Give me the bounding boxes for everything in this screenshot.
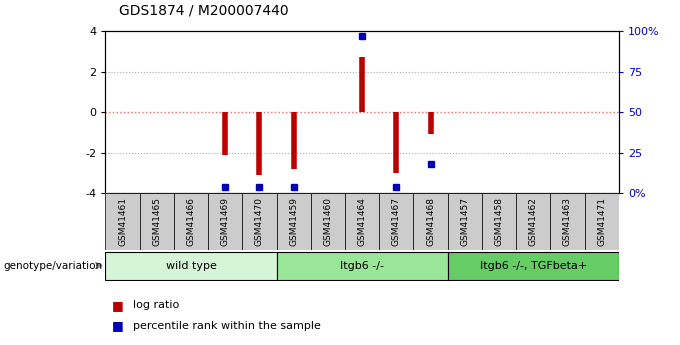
Text: GSM41459: GSM41459 — [289, 197, 298, 246]
Bar — [174, 193, 208, 250]
Text: GSM41469: GSM41469 — [221, 197, 230, 246]
Bar — [379, 193, 413, 250]
Text: GSM41461: GSM41461 — [118, 197, 127, 246]
Bar — [105, 252, 277, 279]
Bar — [413, 193, 447, 250]
Text: GSM41468: GSM41468 — [426, 197, 435, 246]
Text: GSM41458: GSM41458 — [494, 197, 503, 246]
Text: percentile rank within the sample: percentile rank within the sample — [133, 321, 320, 331]
Text: genotype/variation: genotype/variation — [3, 261, 103, 270]
Text: GSM41464: GSM41464 — [358, 197, 367, 246]
Bar — [242, 193, 277, 250]
Text: GSM41470: GSM41470 — [255, 197, 264, 246]
Text: GDS1874 / M200007440: GDS1874 / M200007440 — [119, 3, 288, 17]
Text: GSM41463: GSM41463 — [563, 197, 572, 246]
Bar — [345, 193, 379, 250]
Text: GSM41460: GSM41460 — [324, 197, 333, 246]
Bar — [585, 193, 619, 250]
Text: GSM41466: GSM41466 — [186, 197, 195, 246]
Text: ■: ■ — [112, 319, 124, 333]
Bar — [208, 193, 242, 250]
Bar — [482, 193, 516, 250]
Text: GSM41457: GSM41457 — [460, 197, 469, 246]
Text: GSM41462: GSM41462 — [529, 197, 538, 246]
Bar — [550, 193, 585, 250]
Text: GSM41471: GSM41471 — [597, 197, 606, 246]
Text: GSM41465: GSM41465 — [152, 197, 161, 246]
Text: Itgb6 -/-, TGFbeta+: Itgb6 -/-, TGFbeta+ — [479, 261, 587, 270]
Text: log ratio: log ratio — [133, 300, 179, 310]
Bar — [277, 193, 311, 250]
Bar — [516, 193, 550, 250]
Bar — [311, 193, 345, 250]
Text: wild type: wild type — [165, 261, 216, 270]
Text: ■: ■ — [112, 299, 124, 312]
Bar — [447, 193, 482, 250]
Bar — [447, 252, 619, 279]
Text: GSM41467: GSM41467 — [392, 197, 401, 246]
Bar — [139, 193, 174, 250]
Bar — [105, 193, 139, 250]
Text: Itgb6 -/-: Itgb6 -/- — [340, 261, 384, 270]
Bar — [277, 252, 447, 279]
